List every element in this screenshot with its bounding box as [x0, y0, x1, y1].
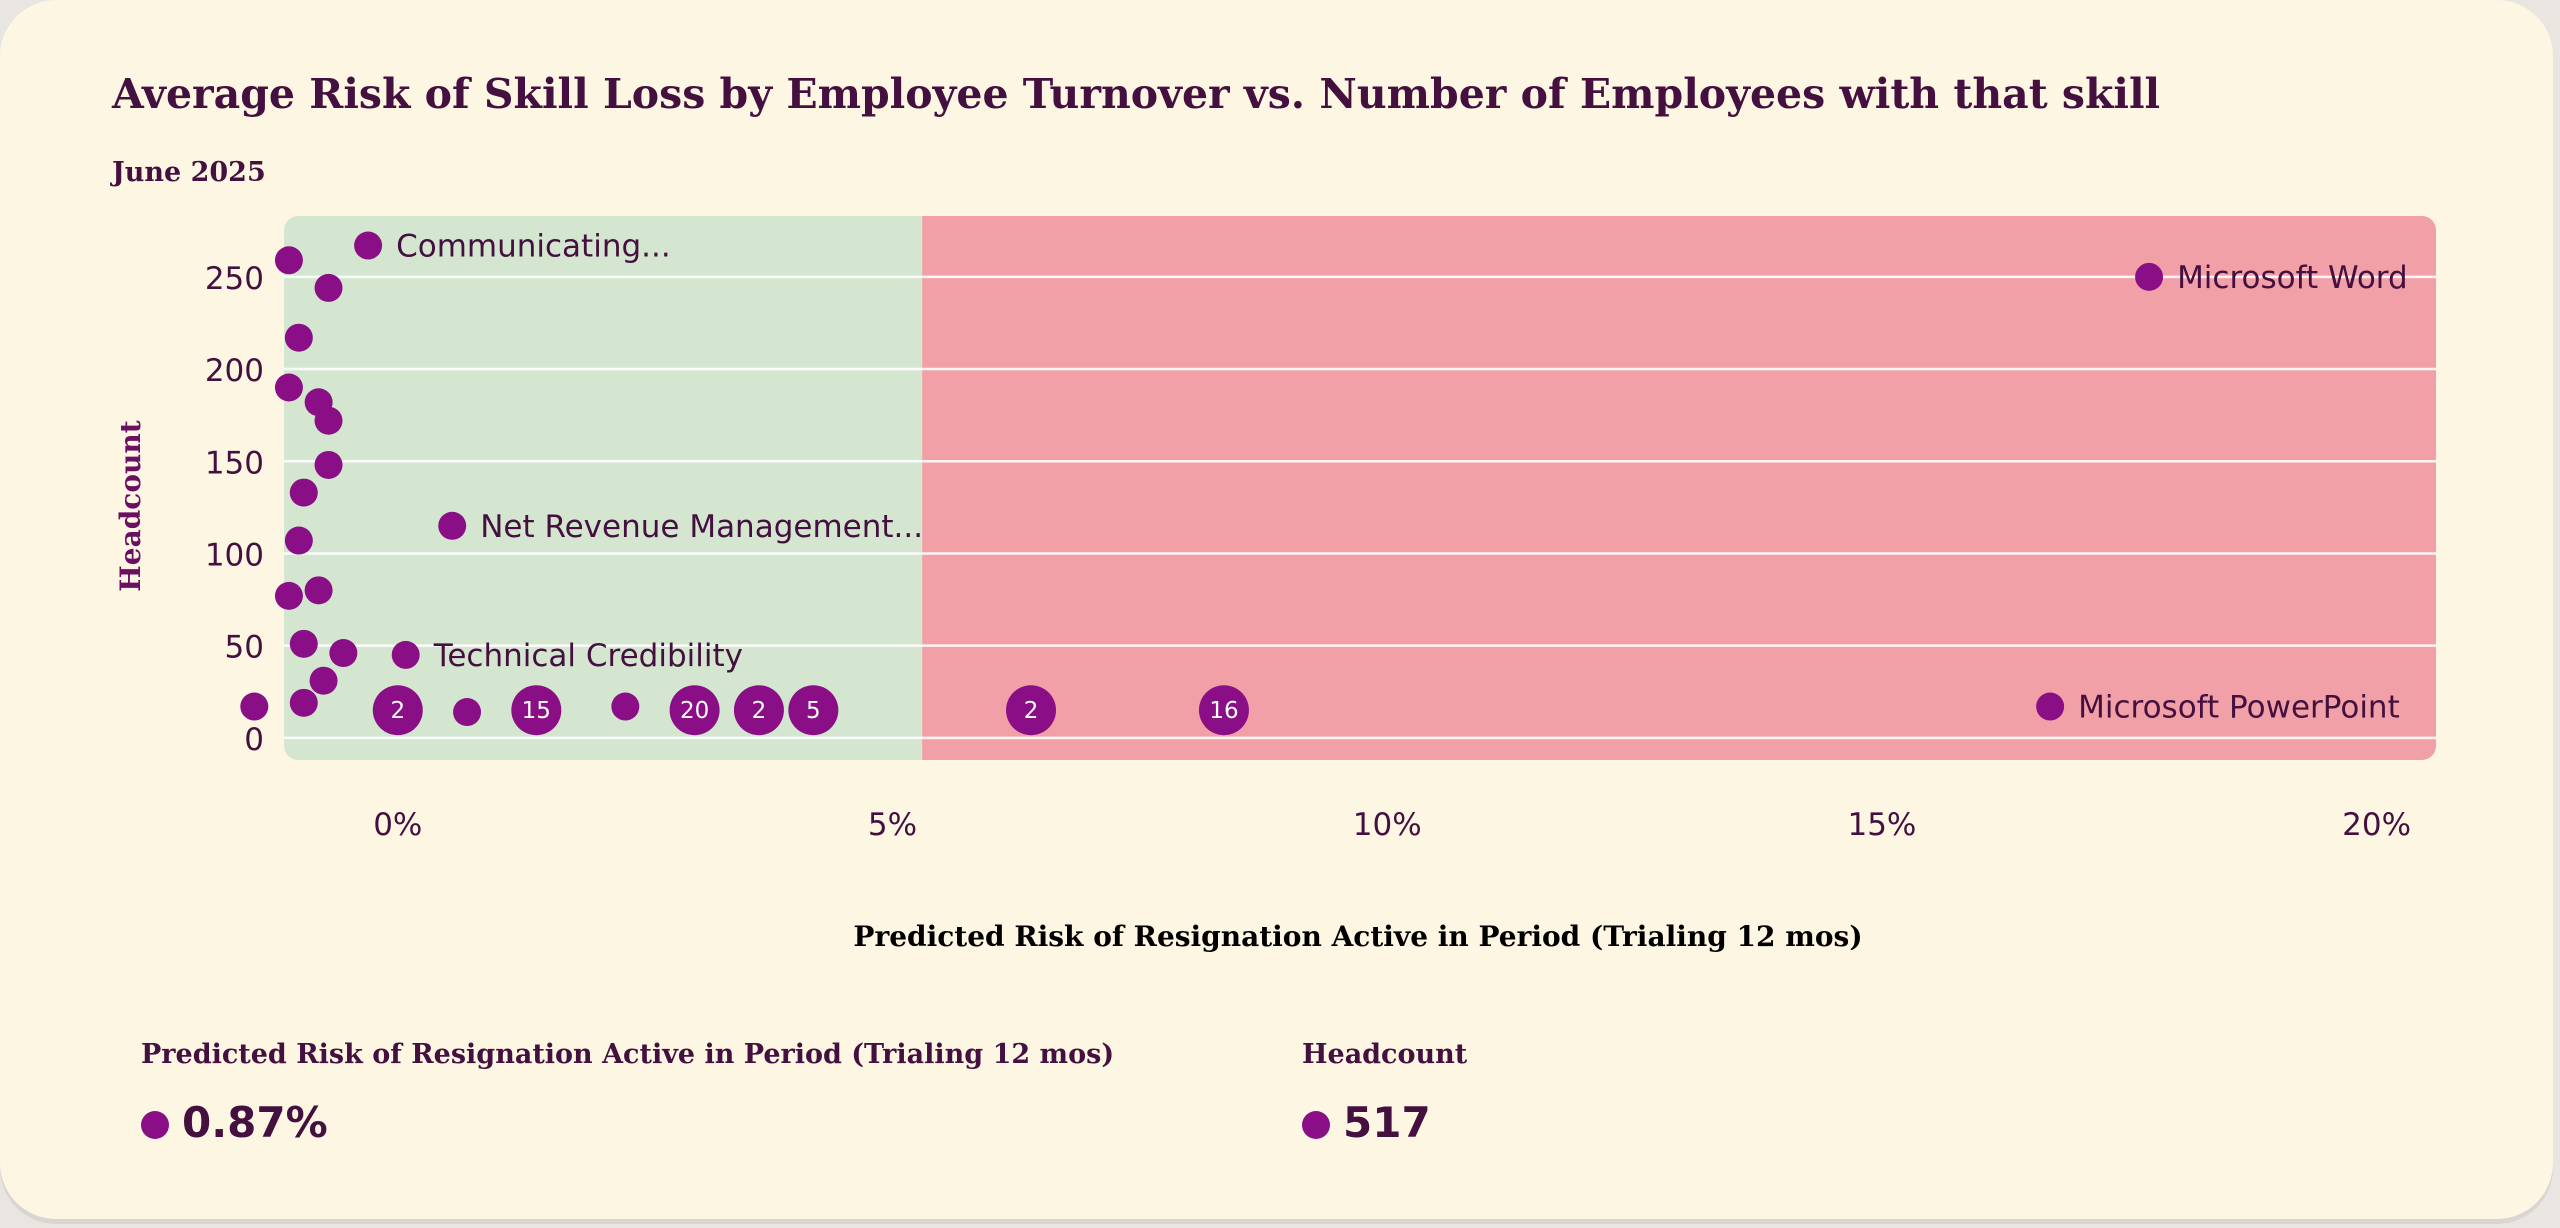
y-tick-label: 100 [205, 537, 264, 573]
cluster-point [1198, 685, 1249, 736]
data-point [289, 478, 318, 507]
data-point [309, 666, 338, 695]
high-risk-zone [922, 216, 2436, 760]
cluster-point [1006, 685, 1057, 736]
cluster-point [511, 685, 562, 736]
data-point [2036, 692, 2065, 721]
chart-subtitle: June 2025 [112, 157, 266, 188]
data-point [284, 526, 313, 555]
data-point [289, 629, 318, 658]
cluster-count-label: 2 [752, 698, 767, 724]
point-label: Technical Credibility [433, 638, 743, 674]
cluster-point [788, 685, 839, 736]
data-point [274, 373, 303, 402]
y-tick-label: 50 [225, 630, 264, 666]
x-tick-label: 5% [868, 807, 917, 843]
cluster-count-label: 5 [806, 698, 821, 724]
data-point [314, 450, 343, 479]
y-tick-label: 0 [244, 722, 264, 758]
cluster-point [669, 685, 720, 736]
headcount-legend-dot [1302, 1111, 1330, 1139]
x-tick-label: 10% [1353, 807, 1422, 843]
cluster-count-label: 16 [1209, 698, 1238, 724]
headcount-metric-value: 517 [1343, 1098, 1431, 1147]
x-tick-label: 15% [1847, 807, 1916, 843]
point-label: Microsoft Word [2177, 260, 2408, 296]
cluster-point [372, 685, 423, 736]
data-point [438, 511, 467, 540]
x-tick-label: 20% [2342, 807, 2411, 843]
data-point [274, 246, 303, 275]
cluster-count-label: 15 [522, 698, 551, 724]
y-tick-label: 150 [205, 445, 264, 481]
data-point [391, 640, 420, 669]
risk-metric-label: Predicted Risk of Resignation Active in … [141, 1039, 1115, 1070]
data-point [2135, 262, 2164, 291]
risk-legend-dot [141, 1111, 169, 1139]
cluster-count-label: 20 [680, 698, 709, 724]
data-point [611, 692, 640, 721]
data-point [453, 698, 482, 727]
cluster-count-label: 2 [1024, 698, 1039, 724]
headcount-metric-label: Headcount [1302, 1039, 1468, 1070]
y-axis-title: Headcount [114, 420, 147, 591]
data-point [304, 576, 333, 605]
plot-zones [284, 216, 2436, 760]
data-point [354, 231, 383, 260]
point-label: Net Revenue Management... [480, 509, 923, 545]
risk-metric-value: 0.87% [182, 1098, 328, 1147]
data-point [289, 688, 318, 717]
y-tick-label: 200 [205, 353, 264, 389]
low-risk-zone [284, 216, 923, 760]
x-tick-label: 0% [373, 807, 422, 843]
data-point [274, 581, 303, 610]
data-point [284, 323, 313, 352]
point-label: Microsoft PowerPoint [2078, 690, 2400, 726]
scatter-chart: 0 50 100 150 200 250 0% 5% 10% 15% 20% Predicted Ri… [114, 216, 2436, 953]
data-point [314, 273, 343, 302]
chart-title: Average Risk of Skill Loss by Employee T… [112, 70, 2161, 118]
point-label: Communicating... [396, 229, 671, 265]
data-point [329, 639, 358, 668]
x-axis-title: Predicted Risk of Resignation Active in … [853, 920, 1862, 953]
data-point [240, 692, 269, 721]
data-point [314, 406, 343, 435]
cluster-count-label: 2 [390, 698, 405, 724]
y-tick-label: 250 [205, 261, 264, 297]
cluster-point [733, 685, 784, 736]
